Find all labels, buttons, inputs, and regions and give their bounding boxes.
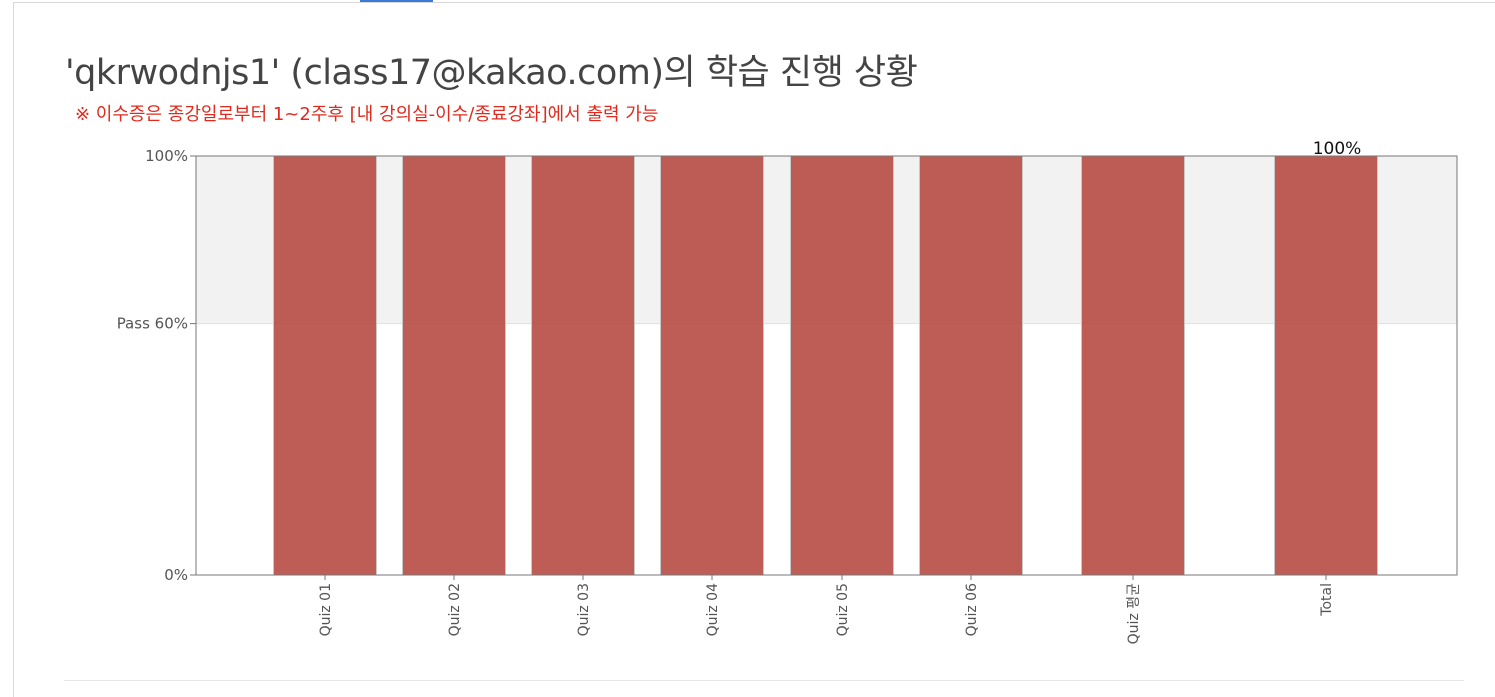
bar-quiz-01[interactable]	[273, 155, 377, 576]
active-tab-indicator	[360, 0, 433, 3]
x-tick-label: Quiz 03	[576, 583, 592, 636]
bar-quiz-03[interactable]	[531, 155, 635, 576]
x-tick-label: Total	[1319, 583, 1335, 617]
x-tick-label: Quiz 04	[705, 583, 721, 636]
chart-bars	[273, 155, 1378, 576]
chart-x-ticks: Quiz 01 Quiz 02 Quiz 03 Quiz 04 Quiz 05 Quiz …	[318, 575, 1335, 644]
x-tick-label: Quiz 05	[835, 583, 851, 636]
x-tick-label: Quiz 06	[964, 583, 980, 636]
chart-data-labels: 100%	[1313, 139, 1362, 159]
chart-axes	[195, 155, 1458, 576]
y-tick-label: 0%	[164, 566, 188, 584]
chart-y-ticks: 0% Pass 60% 100%	[117, 147, 196, 584]
panel-left-border	[13, 2, 14, 697]
bar-quiz-05[interactable]	[790, 155, 894, 576]
y-tick-label: Pass 60%	[117, 315, 188, 333]
bar-total[interactable]	[1274, 155, 1378, 576]
bar-quiz-06[interactable]	[919, 155, 1023, 576]
page-title: 'qkrwodnjs1' (class17@kakao.com)의 학습 진행 …	[65, 53, 918, 93]
x-tick-label: Quiz 평균	[1126, 583, 1142, 644]
panel-bottom-divider	[64, 680, 1464, 681]
y-tick-label: 100%	[145, 147, 188, 165]
plot-frame	[195, 155, 1458, 576]
bar-quiz-평균[interactable]	[1081, 155, 1185, 576]
data-label-total: 100%	[1313, 139, 1362, 159]
panel-top-border	[13, 2, 1495, 3]
x-tick-label: Quiz 02	[447, 583, 463, 636]
certificate-notice: ※ 이수증은 종강일로부터 1~2주후 [내 강의실-이수/종료강좌]에서 출력…	[75, 104, 659, 125]
x-tick-label: Quiz 01	[318, 583, 334, 636]
bar-quiz-02[interactable]	[402, 155, 506, 576]
bar-quiz-04[interactable]	[660, 155, 764, 576]
